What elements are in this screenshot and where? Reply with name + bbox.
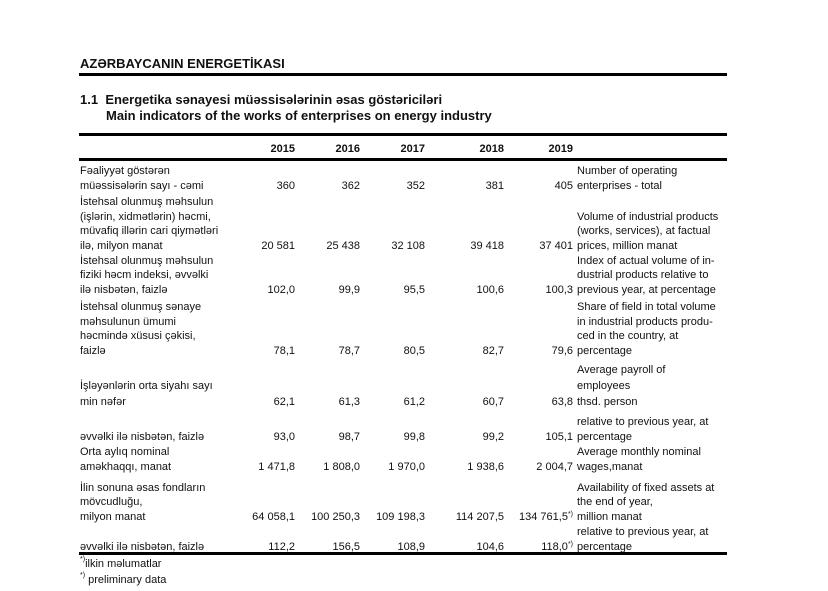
cell-value: 32 108 <box>391 239 425 252</box>
cell-value: 352 <box>406 179 425 192</box>
table-row: İstehsal olunmuş məhsulun fiziki həcm in… <box>80 253 728 297</box>
row-label-az: əvvəlki ilə nisbətən, faizlə <box>80 430 205 443</box>
cell-value: 99,8 <box>403 430 425 443</box>
cell-value: 100 250,3 <box>311 510 360 523</box>
cell-value: 405 <box>554 179 573 192</box>
year-header: 2017 <box>400 143 425 155</box>
row-label-en: relative to previous year, at percentage <box>577 416 709 443</box>
cell-value: 100,6 <box>476 283 504 296</box>
cell-value: 82,7 <box>482 344 504 357</box>
row-label-az: İstehsal olunmuş məhsulun (işlərin, xidm… <box>80 196 219 252</box>
cell-value: 156,5 <box>332 540 360 553</box>
cell-value: 114 207,5 <box>455 510 504 523</box>
year-header: 2016 <box>335 143 360 155</box>
cell-value: 108,9 <box>397 540 425 553</box>
footnote-en: *) preliminary data <box>80 572 167 586</box>
cell-value: 362 <box>341 179 360 192</box>
table-row: Fəaliyyət göstərən müəssisələrin sayı - … <box>80 163 728 193</box>
cell-value: 78,7 <box>338 344 360 357</box>
row-label-en: Index of actual volume of in- dustrial p… <box>577 254 716 296</box>
divider <box>79 133 727 136</box>
table-title-en: Main indicators of the works of enterpri… <box>106 108 492 123</box>
cell-value: 93,0 <box>273 430 295 443</box>
table-title-az: 1.1 Energetika sənayesi müəssisələrinin … <box>80 92 442 107</box>
cell-value: 99,9 <box>338 283 360 296</box>
cell-value: 381 <box>485 179 504 192</box>
table-row: Orta aylıq nominal aməkhaqqı, manat 1 471… <box>80 444 728 474</box>
cell-value: 102,0 <box>267 283 295 296</box>
table-row: əvvəlki ilə nisbətən, faizlə 112,2 156,5 10… <box>80 524 728 554</box>
cell-value: 1 970,0 <box>388 460 425 473</box>
cell-value: 100,3 <box>545 283 573 296</box>
cell-value: 79,6 <box>551 344 573 357</box>
row-label-az: əvvəlki ilə nisbətən, faizlə <box>80 540 205 553</box>
cell-value: 61,3 <box>338 396 360 408</box>
cell-value: 360 <box>276 179 295 192</box>
cell-value: 104,6 <box>476 540 504 553</box>
table-row: İşləyənlərin orta siyahı sayı min nəfər 6… <box>80 362 728 410</box>
row-label-az: Orta aylıq nominal aməkhaqqı, manat <box>80 446 172 473</box>
cell-value: 61,2 <box>403 396 425 408</box>
cell-value: 64 058,1 <box>252 510 295 523</box>
year-header: 2015 <box>270 143 295 155</box>
cell-value: 134 761,5*) <box>519 510 573 523</box>
row-label-az: İstehsal olunmuş sənaye məhsulunun ümumi… <box>80 301 202 357</box>
row-label-en: Average payroll of employees thsd. perso… <box>577 364 666 408</box>
year-header: 2019 <box>548 143 573 155</box>
cell-value: 20 581 <box>261 239 295 252</box>
table-row: İstehsal olunmuş sənaye məhsulunun ümumi… <box>80 300 728 358</box>
cell-value: 1 471,8 <box>258 460 295 473</box>
divider <box>79 552 727 555</box>
cell-value: 78,1 <box>273 344 295 357</box>
row-label-az: İlin sonuna əsas fondların mövcudluğu, m… <box>80 481 206 523</box>
cell-value: 37 401 <box>539 239 573 252</box>
row-label-en: relative to previous year, at percentage <box>577 526 709 553</box>
cell-value: 109 198,3 <box>376 510 425 523</box>
cell-value: 39 418 <box>470 239 504 252</box>
cell-value: 25 438 <box>326 239 360 252</box>
cell-value: 118,0*) <box>541 540 573 553</box>
footnote-az: *)ilkin məlumatlar <box>80 556 162 570</box>
year-header: 2018 <box>479 143 504 155</box>
row-label-en: Average monthly nominal wages,manat <box>577 446 701 473</box>
row-label-az: İşləyənlərin orta siyahı sayı min nəfər <box>80 380 213 408</box>
row-label-en: Volume of industrial products (works, se… <box>577 210 719 252</box>
table-number: 1.1 <box>80 92 99 107</box>
row-label-az: Fəaliyyət göstərən müəssisələrin sayı - … <box>80 165 204 192</box>
divider <box>79 158 727 161</box>
row-label-en: Availability of fixed assets at the end … <box>577 481 715 523</box>
cell-value: 105,1 <box>545 430 573 443</box>
divider <box>79 73 727 76</box>
cell-value: 1 938,6 <box>467 460 504 473</box>
cell-value: 60,7 <box>482 396 504 408</box>
cell-value: 63,8 <box>551 396 573 408</box>
row-label-en: Share of field in total volume in indust… <box>577 301 716 357</box>
cell-value: 99,2 <box>482 430 504 443</box>
cell-value: 95,5 <box>403 283 425 296</box>
cell-value: 62,1 <box>273 396 295 408</box>
cell-value: 2 004,7 <box>536 460 573 473</box>
table-row: İlin sonuna əsas fondların mövcudluğu, m… <box>80 478 728 524</box>
section-heading: AZƏRBAYCANIN ENERGETİKASI <box>80 56 285 71</box>
cell-value: 80,5 <box>403 344 425 357</box>
title-az: Energetika sənayesi müəssisələrinin əsas… <box>105 92 443 107</box>
row-label-az: İstehsal olunmuş məhsulun fiziki həcm in… <box>80 254 214 296</box>
table-header: 2015 2016 2017 2018 2019 <box>80 142 728 157</box>
table-row: əvvəlki ilə nisbətən, faizlə 93,0 98,7 99,8… <box>80 412 728 444</box>
cell-value: 112,2 <box>268 540 295 553</box>
cell-value: 1 808,0 <box>323 460 360 473</box>
row-label-en: Number of operating enterprises - total <box>577 165 678 192</box>
table-row: İstehsal olunmuş məhsulun (işlərin, xidm… <box>80 195 728 253</box>
cell-value: 98,7 <box>338 430 360 443</box>
